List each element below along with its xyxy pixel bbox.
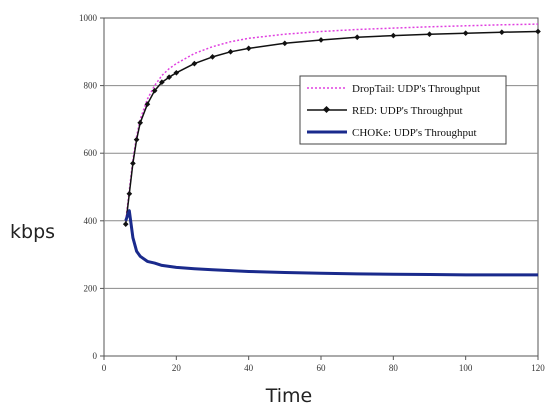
data-point-red xyxy=(151,87,158,94)
x-axis-label: Time xyxy=(265,385,313,406)
data-point-red xyxy=(166,74,172,80)
data-point-red xyxy=(245,45,252,52)
data-point-red xyxy=(126,190,133,197)
y-axis-ticks: 0 200 400 600 800 1000 xyxy=(79,13,104,361)
y-tick-label: 0 xyxy=(93,351,98,361)
data-point-red xyxy=(426,31,433,38)
series-line-red xyxy=(124,30,539,225)
y-tick-label: 800 xyxy=(84,81,98,91)
y-tick-label: 400 xyxy=(84,216,98,226)
legend: DropTail: UDP's Throughput RED: UDP's Th… xyxy=(299,75,507,145)
y-tick-label: 1000 xyxy=(79,13,98,23)
data-point-red xyxy=(191,60,198,67)
x-tick-label: 40 xyxy=(244,363,254,373)
data-point-red xyxy=(144,101,151,108)
legend-marker-red xyxy=(322,105,331,114)
data-point-red xyxy=(462,30,469,37)
x-tick-label: 80 xyxy=(389,363,399,373)
series-group xyxy=(122,23,541,277)
x-tick-label: 20 xyxy=(172,363,182,373)
x-axis-ticks: 0 20 40 60 80 100 120 xyxy=(102,356,545,373)
y-tick-label: 200 xyxy=(84,283,98,293)
x-tick-label: 100 xyxy=(459,363,473,373)
y-tick-label: 600 xyxy=(84,148,98,158)
data-point-red xyxy=(159,79,165,86)
x-tick-label: 120 xyxy=(531,363,545,373)
data-point-red xyxy=(133,136,140,143)
legend-label-choke: CHOKe: UDP's Throughput xyxy=(352,127,477,139)
x-tick-label: 60 xyxy=(317,363,327,373)
series-line-choke xyxy=(124,209,538,277)
x-tick-label: 0 xyxy=(102,363,107,373)
data-point-red xyxy=(122,221,129,228)
y-axis-label: kbps xyxy=(10,221,55,243)
legend-label-red: RED: UDP's Throughput xyxy=(352,105,463,117)
data-point-red xyxy=(137,119,144,126)
legend-label-droptail: DropTail: UDP's Throughput xyxy=(352,83,480,95)
